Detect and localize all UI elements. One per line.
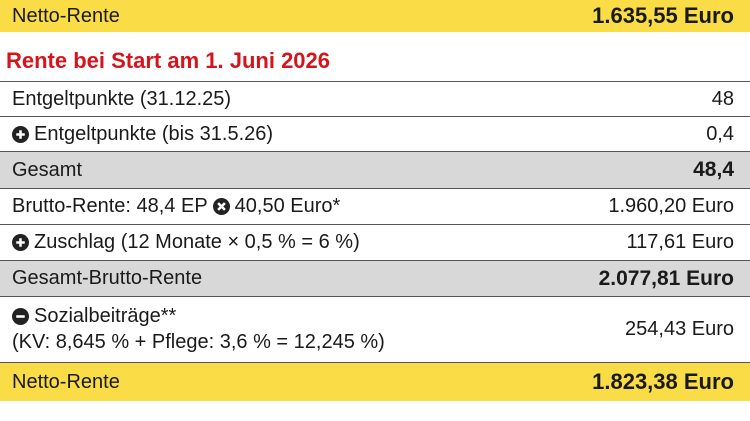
row-value: 254,43 Euro: [625, 318, 734, 340]
top-bar-label: Netto-Rente: [12, 4, 120, 27]
row-value: 48,4: [693, 158, 734, 181]
row-note: (KV: 8,645 % + Pflege: 3,6 % = 12,245 %): [12, 331, 385, 353]
row-label: Entgeltpunkte (31.12.25): [12, 87, 232, 110]
times-icon: [212, 198, 230, 215]
row-label-after: 40,50 Euro*: [234, 195, 341, 217]
row-label: Gesamt: [12, 158, 83, 181]
plus-icon: [12, 234, 29, 251]
row-label: Zuschlag (12 Monate × 0,5 % = 6 %): [34, 231, 360, 253]
top-bar-value: 1.635,55 Euro: [592, 3, 734, 28]
row-value: 0,4: [706, 122, 734, 145]
table-row: Sozialbeiträge** (KV: 8,645 % + Pflege: …: [0, 297, 750, 363]
table-row: Gesamt-Brutto-Rente 2.077,81 Euro: [0, 261, 750, 297]
table-row: Entgeltpunkte (bis 31.5.26) 0,4: [0, 117, 750, 152]
row-label: Brutto-Rente: 48,4 EP: [12, 195, 208, 217]
row-label: Netto-Rente: [12, 370, 120, 393]
row-value: 48: [711, 87, 734, 110]
table-row: Gesamt 48,4: [0, 152, 750, 189]
row-label-wrap: Zuschlag (12 Monate × 0,5 % = 6 %): [12, 231, 360, 254]
row-label: Sozialbeiträge**: [34, 305, 177, 327]
minus-icon: [12, 308, 29, 325]
heading: Rente bei Start am 1. Juni 2026: [6, 48, 331, 73]
table-row: Entgeltpunkte (31.12.25) 48: [0, 82, 750, 117]
plus-icon: [12, 125, 29, 143]
row-value: 117,61 Euro: [626, 231, 735, 253]
top-bar: Netto-Rente 1.635,55 Euro: [0, 0, 750, 32]
row-label-wrap: Entgeltpunkte (bis 31.5.26): [12, 123, 273, 146]
row-label-wrap: Brutto-Rente: 48,4 EP 40,50 Euro*: [12, 195, 340, 218]
row-value: 1.960,20 Euro: [608, 195, 734, 217]
table-row: Brutto-Rente: 48,4 EP 40,50 Euro* 1.960,2…: [0, 189, 750, 225]
row-label: Gesamt-Brutto-Rente: [12, 267, 203, 289]
row-value: 1.823,38 Euro: [592, 369, 734, 394]
row-value: 2.077,81 Euro: [598, 266, 734, 290]
row-label: Entgeltpunkte (bis 31.5.26): [34, 122, 274, 145]
row-label-block: Sozialbeiträge** (KV: 8,645 % + Pflege: …: [12, 305, 385, 354]
row-label-wrap: Sozialbeiträge**: [12, 305, 385, 328]
table: Entgeltpunkte (31.12.25) 48 Entgeltpunkt…: [0, 81, 750, 401]
table-row: Zuschlag (12 Monate × 0,5 % = 6 %) 117,6…: [0, 225, 750, 261]
table-row: Netto-Rente 1.823,38 Euro: [0, 363, 750, 401]
